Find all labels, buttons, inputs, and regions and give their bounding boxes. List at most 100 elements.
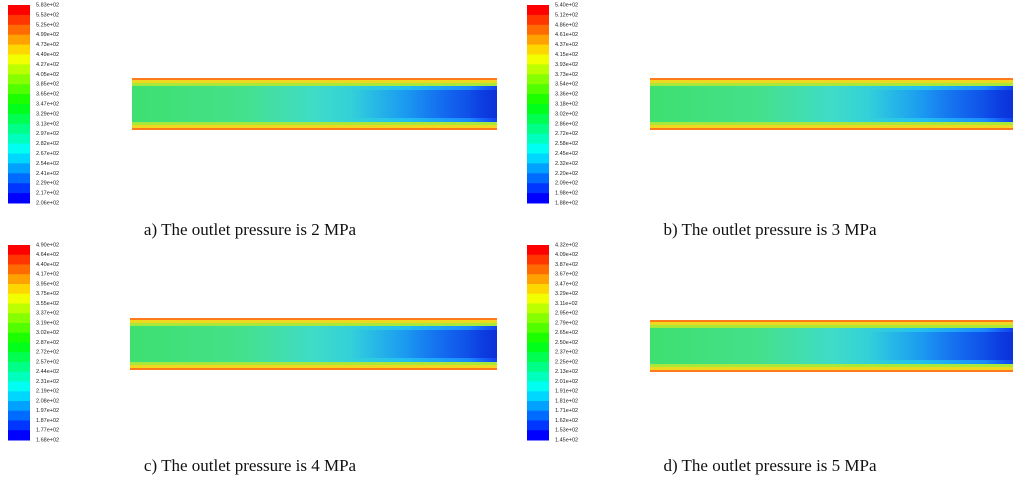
colorbar-label: 3.36e+02 bbox=[555, 92, 578, 98]
contour-wall-bottom bbox=[650, 367, 1013, 370]
contour-wall-bottom bbox=[650, 364, 1013, 367]
contour-wall-top bbox=[132, 83, 497, 86]
colorbar-label: 2.97e+02 bbox=[36, 131, 59, 137]
colorbar-label: 2.37e+02 bbox=[555, 350, 578, 356]
colorbar-label: 1.45e+02 bbox=[555, 437, 578, 443]
colorbar-band bbox=[527, 245, 549, 256]
caption: a) The outlet pressure is 2 MPa bbox=[144, 220, 357, 239]
colorbar-label: 1.98e+02 bbox=[555, 191, 578, 197]
colorbar-label: 2.45e+02 bbox=[555, 151, 578, 157]
colorbar-band bbox=[527, 84, 549, 95]
contour-wall-bottom bbox=[130, 365, 497, 368]
colorbar-label: 4.17e+02 bbox=[36, 272, 59, 278]
colorbar-band bbox=[8, 143, 30, 154]
colorbar-label: 2.08e+02 bbox=[36, 398, 59, 404]
colorbar-label: 2.44e+02 bbox=[36, 369, 59, 375]
colorbar-label: 2.95e+02 bbox=[555, 311, 578, 317]
colorbar-band bbox=[527, 64, 549, 75]
colorbar-label: 1.68e+02 bbox=[36, 437, 59, 443]
colorbar-band bbox=[527, 173, 549, 184]
contour-core bbox=[351, 90, 497, 118]
colorbar-label: 3.93e+02 bbox=[555, 62, 578, 68]
caption: b) The outlet pressure is 3 MPa bbox=[663, 220, 877, 239]
contour-core bbox=[350, 330, 497, 358]
colorbar-band bbox=[527, 420, 549, 431]
colorbar-label: 2.82e+02 bbox=[36, 141, 59, 147]
colorbar-label: 3.54e+02 bbox=[555, 82, 578, 88]
colorbar-band bbox=[527, 391, 549, 402]
colorbar-band bbox=[8, 284, 30, 295]
colorbar-label: 3.67e+02 bbox=[555, 272, 578, 278]
colorbar-band bbox=[8, 94, 30, 105]
colorbar-label: 4.37e+02 bbox=[555, 42, 578, 48]
colorbar-label: 3.02e+02 bbox=[36, 330, 59, 336]
contour-wall-top bbox=[650, 320, 1013, 322]
colorbar-label: 3.73e+02 bbox=[555, 72, 578, 78]
colorbar-band bbox=[8, 54, 30, 65]
colorbar-label: 3.18e+02 bbox=[555, 101, 578, 107]
panel: 5.40e+02 5.12e+02 4.86e+02 4.61e+02 4.37e+02… bbox=[527, 2, 1013, 239]
contour-wall-top bbox=[650, 325, 1013, 328]
colorbar-label: 4.64e+02 bbox=[36, 252, 59, 258]
colorbar-label: 2.29e+02 bbox=[36, 181, 59, 187]
colorbar-label: 2.86e+02 bbox=[555, 121, 578, 127]
colorbar-band bbox=[8, 24, 30, 36]
colorbar-label: 2.13e+02 bbox=[555, 369, 578, 375]
contour-wall-bottom bbox=[132, 122, 497, 125]
colorbar-label: 3.65e+02 bbox=[36, 92, 59, 98]
colorbar-band bbox=[527, 313, 549, 324]
colorbar-band bbox=[527, 342, 549, 353]
colorbar-label: 4.15e+02 bbox=[555, 52, 578, 58]
colorbar-band bbox=[8, 371, 30, 382]
colorbar-band bbox=[8, 401, 30, 412]
colorbar-label: 2.01e+02 bbox=[555, 379, 578, 385]
panel: 4.90e+02 4.64e+02 4.40e+02 4.17e+02 3.95e+02… bbox=[8, 242, 497, 475]
colorbar-band bbox=[527, 183, 549, 194]
colorbar-band bbox=[8, 352, 30, 363]
colorbar-band bbox=[8, 173, 30, 184]
colorbar-label: 3.47e+02 bbox=[36, 101, 59, 107]
caption: c) The outlet pressure is 4 MPa bbox=[144, 456, 357, 475]
colorbar-label: 2.20e+02 bbox=[555, 171, 578, 177]
colorbar-band bbox=[527, 123, 549, 135]
colorbar-band bbox=[8, 391, 30, 402]
colorbar-label: 5.40e+02 bbox=[555, 2, 578, 8]
colorbar-band bbox=[8, 84, 30, 95]
colorbar-label: 1.71e+02 bbox=[555, 408, 578, 414]
colorbar-band bbox=[8, 113, 30, 125]
contour-wall-top bbox=[130, 323, 497, 326]
colorbar-band bbox=[8, 183, 30, 194]
colorbar-band bbox=[8, 245, 30, 256]
colorbar-band bbox=[8, 303, 30, 314]
colorbar-label: 1.87e+02 bbox=[36, 418, 59, 424]
colorbar-label: 4.61e+02 bbox=[555, 32, 578, 38]
contour-wall-bottom bbox=[132, 128, 497, 130]
colorbar-band bbox=[8, 293, 30, 304]
colorbar-label: 2.17e+02 bbox=[36, 191, 59, 197]
colorbar-band bbox=[8, 420, 30, 431]
colorbar-label: 5.83e+02 bbox=[36, 2, 59, 8]
colorbar-band bbox=[8, 74, 30, 85]
colorbar-label: 2.67e+02 bbox=[36, 151, 59, 157]
colorbar-label: 3.02e+02 bbox=[555, 111, 578, 117]
colorbar-band bbox=[8, 34, 30, 46]
colorbar-band bbox=[527, 153, 549, 164]
colorbar-band bbox=[527, 44, 549, 55]
colorbar-label: 3.19e+02 bbox=[36, 320, 59, 326]
colorbar-band bbox=[8, 313, 30, 324]
colorbar-band bbox=[8, 264, 30, 275]
colorbar-band bbox=[527, 74, 549, 85]
contour-wall-bottom bbox=[130, 362, 497, 365]
colorbar-label: 3.29e+02 bbox=[555, 291, 578, 297]
colorbar-label: 4.90e+02 bbox=[36, 242, 59, 248]
contour-wall-bottom bbox=[650, 125, 1013, 128]
colorbar-label: 4.05e+02 bbox=[36, 72, 59, 78]
colorbar-band bbox=[527, 163, 549, 174]
colorbar-label: 4.32e+02 bbox=[555, 242, 578, 248]
panel: 4.32e+02 4.09e+02 3.87e+02 3.67e+02 3.47e+02… bbox=[527, 242, 1013, 475]
colorbar-label: 4.27e+02 bbox=[36, 62, 59, 68]
colorbar-band bbox=[527, 410, 549, 421]
colorbar-band bbox=[8, 381, 30, 392]
colorbar-band bbox=[527, 323, 549, 334]
colorbar-band bbox=[527, 193, 549, 204]
